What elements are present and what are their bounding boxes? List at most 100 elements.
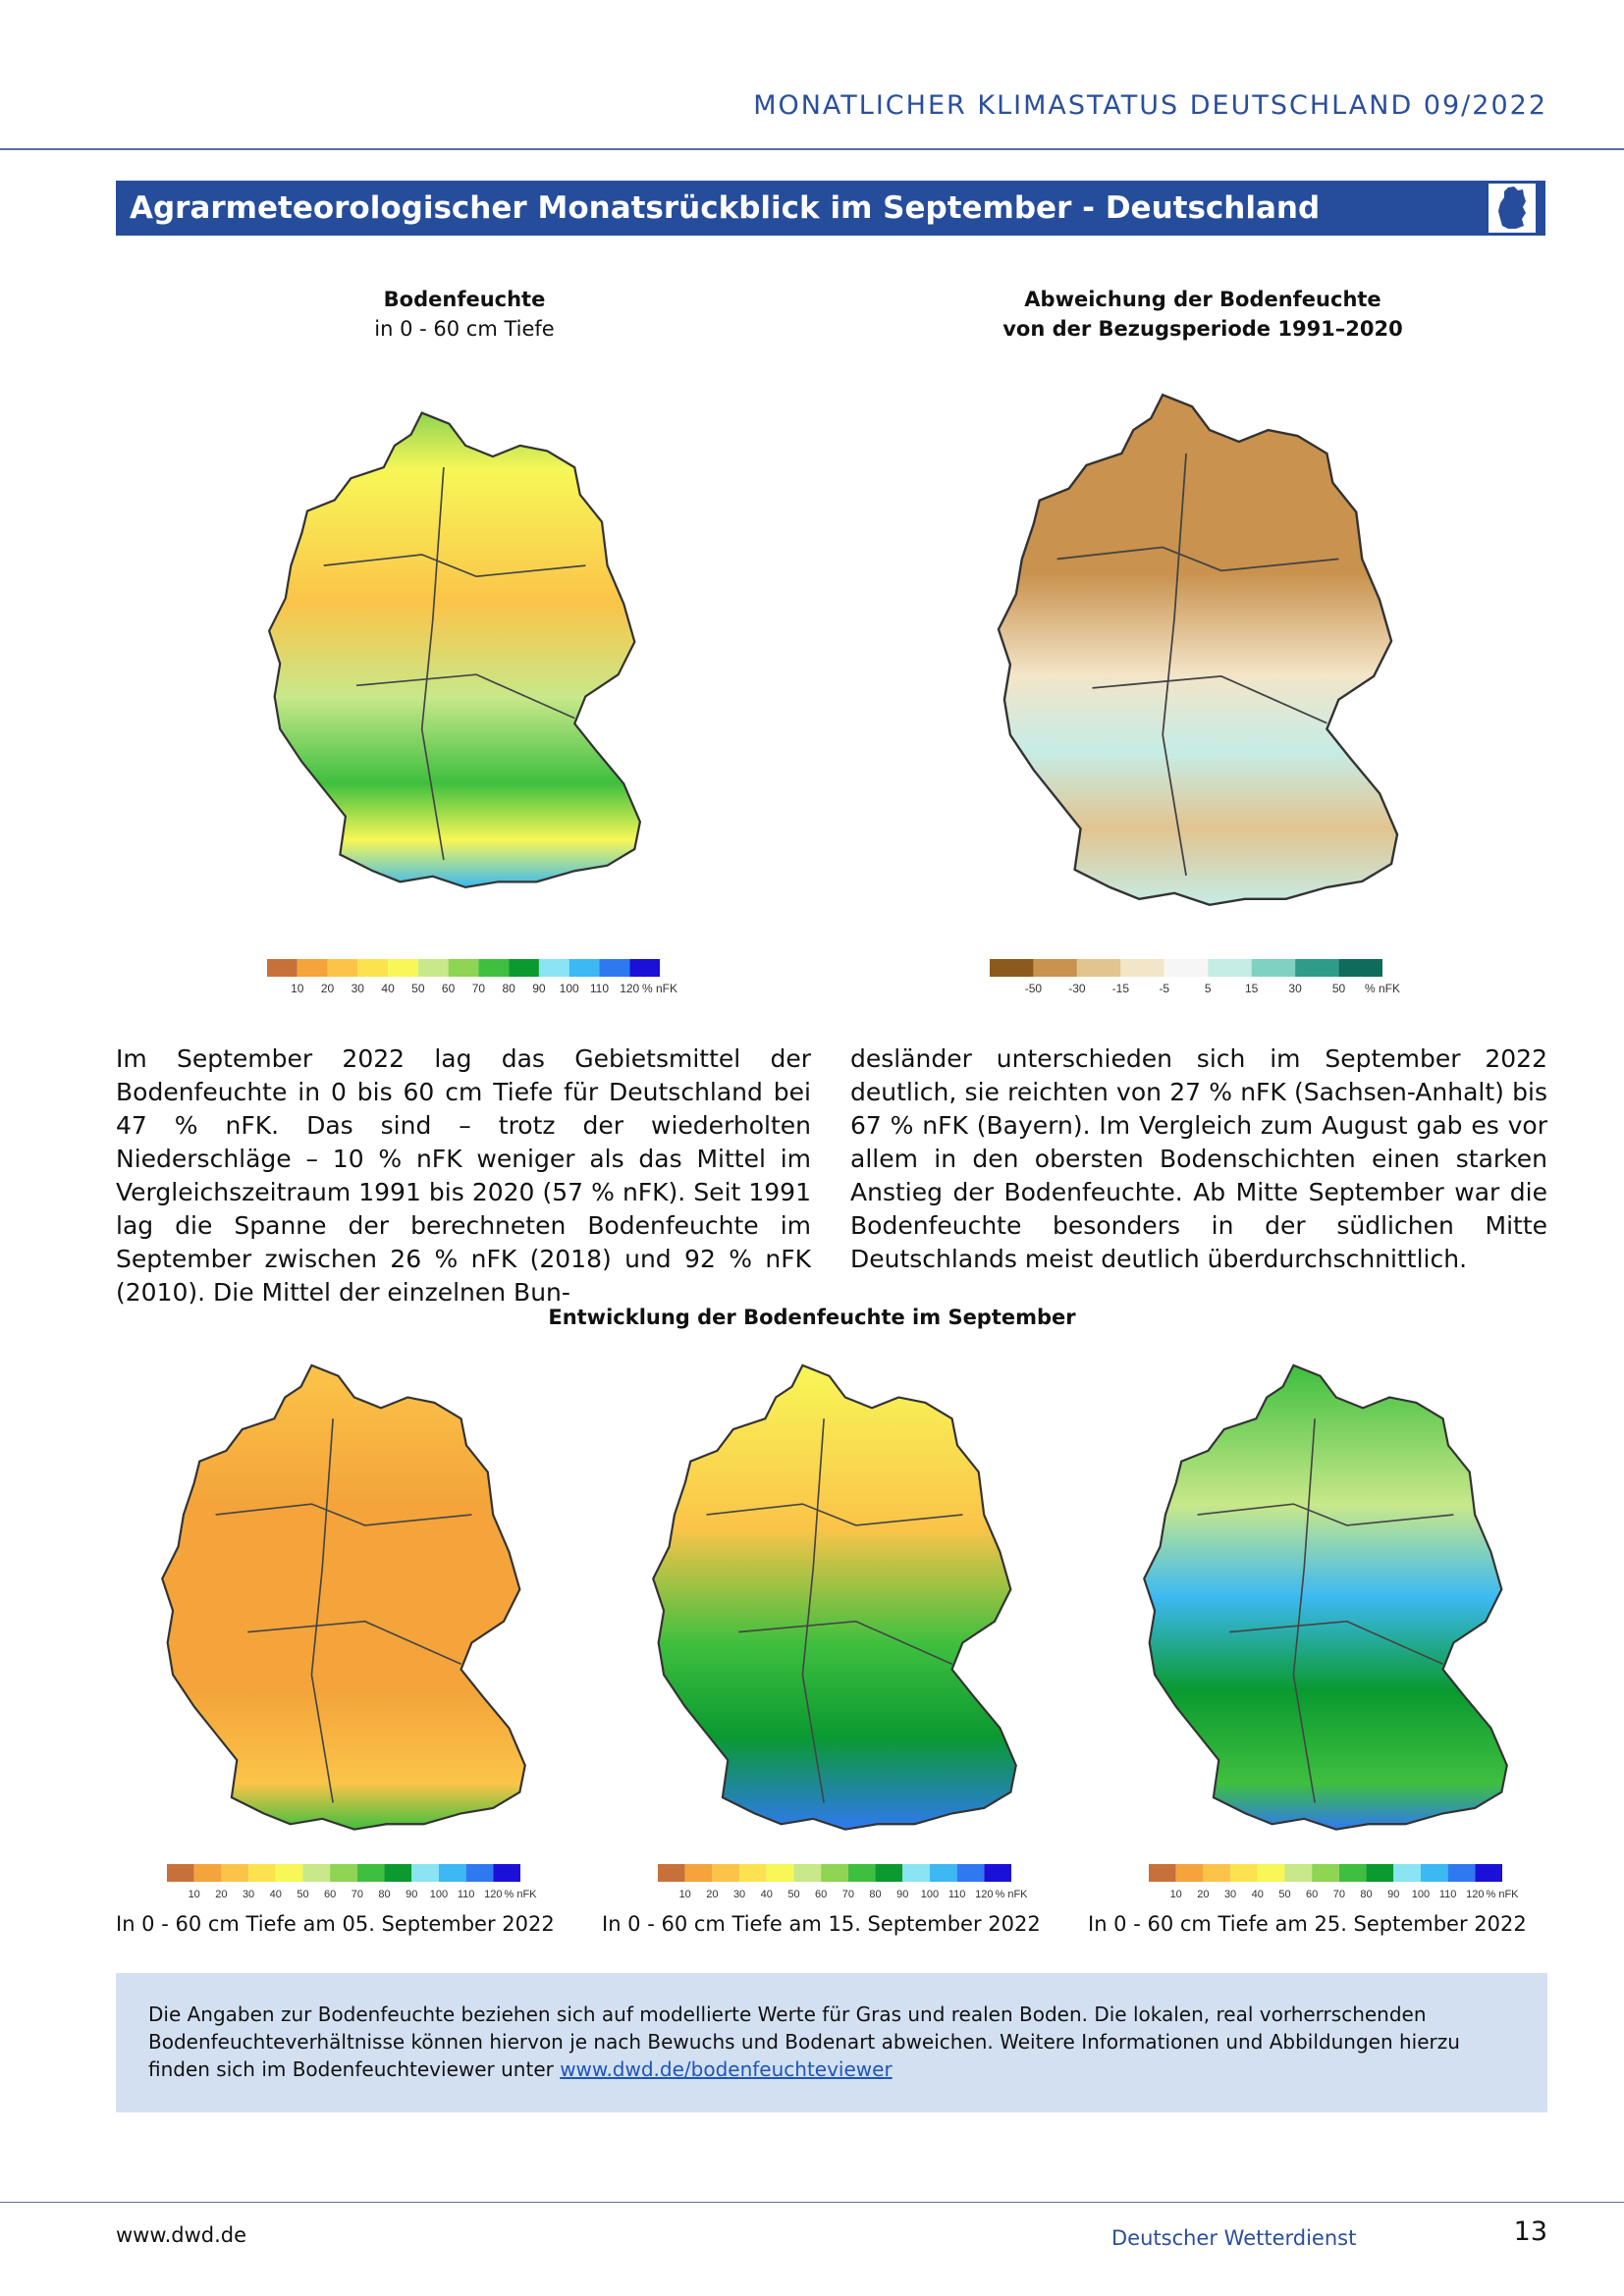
- legend-label: -5: [1159, 982, 1169, 995]
- legend-label: 10: [1170, 1889, 1182, 1900]
- legend-swatch: [1076, 959, 1121, 977]
- footer-url[interactable]: www.dwd.de: [116, 2223, 247, 2247]
- legend-label: 40: [270, 1889, 282, 1900]
- legend-swatch: [793, 1864, 822, 1882]
- legend-label: 70: [472, 982, 486, 995]
- legend-swatch: [1251, 959, 1296, 977]
- legend-swatch: [167, 1864, 194, 1882]
- legend-label: 50: [1278, 1889, 1290, 1900]
- legend-label: 40: [381, 982, 395, 995]
- legend-label: 20: [706, 1889, 718, 1900]
- legend-swatch: [388, 959, 418, 977]
- caption-sep05: In 0 - 60 cm Tiefe am 05. September 2022: [116, 1912, 555, 1936]
- legend-swatch: [956, 1864, 985, 1882]
- legend-label: -50: [1025, 982, 1043, 995]
- legend-swatch: [384, 1864, 412, 1882]
- legend-swatch: [658, 1864, 685, 1882]
- legend-label: 15: [1245, 982, 1259, 995]
- legend-label: 80: [502, 982, 515, 995]
- legend-swatch: [221, 1864, 249, 1882]
- legend-label: 80: [869, 1889, 881, 1900]
- legend-label: -15: [1112, 982, 1130, 995]
- map2-title-block: Abweichung der Bodenfeuchte von der Bezu…: [987, 285, 1419, 344]
- legend-swatch: [847, 1864, 876, 1882]
- legend-swatch: [821, 1864, 848, 1882]
- legend-absolute: 10 20 30 40 50 60 70 80 90 100 110 120% nFK: [267, 959, 677, 995]
- legend-label: 50: [1332, 982, 1346, 995]
- germany-map-icon: [1489, 184, 1536, 233]
- legend-swatch: [1366, 1864, 1394, 1882]
- legend-label: 10: [189, 1889, 200, 1900]
- legend-label: 40: [761, 1889, 773, 1900]
- legend-label: -30: [1068, 982, 1086, 995]
- legend-label: 90: [406, 1889, 417, 1900]
- legend-swatch: [712, 1864, 740, 1882]
- legend-swatch: [267, 959, 298, 977]
- legend-swatch: [684, 1864, 713, 1882]
- legend-swatch: [1149, 1864, 1176, 1882]
- legend-swatch: [599, 959, 630, 977]
- legend-swatch: [538, 959, 569, 977]
- map2-title: Abweichung der Bodenfeuchte: [1024, 288, 1381, 311]
- legend-label: 120: [1466, 1889, 1484, 1900]
- legend-label: 5: [1205, 982, 1212, 995]
- section-header: Agrarmeteorologischer Monatsrückblick im…: [116, 181, 1545, 236]
- legend-label: 20: [215, 1889, 227, 1900]
- legend-label: 110: [590, 982, 609, 995]
- legend-label: 110: [1439, 1889, 1457, 1900]
- body-text-col1: Im September 2022 lag das Gebietsmittel …: [116, 1044, 811, 1307]
- legend-label: 70: [1333, 1889, 1345, 1900]
- legend-label: % nFK: [642, 982, 677, 995]
- legend-swatch: [1284, 1864, 1313, 1882]
- body-text-col2: desländer unterschieden sich im Septembe…: [850, 1044, 1547, 1273]
- legend-label: 60: [1306, 1889, 1318, 1900]
- legend-swatch: [990, 959, 1034, 977]
- legend-swatch: [438, 1864, 466, 1882]
- info-body: Die Angaben zur Bodenfeuchte beziehen si…: [148, 2002, 1460, 2081]
- map1-subtitle: in 0 - 60 cm Tiefe: [374, 317, 555, 341]
- legend-swatch: [929, 1864, 957, 1882]
- legend-label: 120: [620, 982, 639, 995]
- legend-label: 60: [815, 1889, 827, 1900]
- legend-swatch: [1338, 959, 1382, 977]
- legend-swatch: [493, 1864, 520, 1882]
- legend-swatch: [875, 1864, 903, 1882]
- legend-label: 110: [458, 1889, 475, 1900]
- legend-label: 40: [1252, 1889, 1264, 1900]
- legend-swatch: [902, 1864, 930, 1882]
- caption-sep25: In 0 - 60 cm Tiefe am 25. September 2022: [1088, 1912, 1527, 1936]
- header-title: MONATLICHER KLIMASTATUS DEUTSCHLAND 09/2…: [753, 90, 1547, 121]
- legend-swatch: [984, 1864, 1011, 1882]
- info-text: Die Angaben zur Bodenfeuchte beziehen si…: [148, 2001, 1523, 2083]
- legend-label: 60: [442, 982, 456, 995]
- soil-moisture-map-sep25: [1143, 1363, 1508, 1831]
- legend-label: 30: [1288, 982, 1302, 995]
- soil-moisture-map: [268, 411, 642, 889]
- legend-label: % nFK: [504, 1889, 537, 1900]
- legend-swatch: [1338, 1864, 1367, 1882]
- development-title: Entwicklung der Bodenfeuchte im Septembe…: [548, 1306, 1076, 1329]
- legend-label: 50: [411, 982, 425, 995]
- legend-swatch: [302, 1864, 331, 1882]
- legend-swatch: [1033, 959, 1077, 977]
- legend-label: 60: [324, 1889, 336, 1900]
- legend-label: % nFK: [1486, 1889, 1519, 1900]
- legend-swatch: [297, 959, 328, 977]
- section-title: Agrarmeteorologischer Monatsrückblick im…: [130, 190, 1321, 226]
- legend-swatch: [509, 959, 539, 977]
- legend-label: 70: [842, 1889, 854, 1900]
- map1-title-block: Bodenfeuchte in 0 - 60 cm Tiefe: [268, 285, 661, 344]
- map2-subtitle: von der Bezugsperiode 1991–2020: [1002, 317, 1403, 341]
- legend-swatch: [356, 1864, 385, 1882]
- legend-swatch: [275, 1864, 303, 1882]
- legend-label: 50: [297, 1889, 308, 1900]
- legend-label: 100: [430, 1889, 448, 1900]
- legend-label: 110: [948, 1889, 966, 1900]
- bodenfeuchteviewer-link[interactable]: www.dwd.de/bodenfeuchteviewer: [560, 2057, 893, 2081]
- legend-label: 90: [896, 1889, 908, 1900]
- legend-swatch: [1203, 1864, 1231, 1882]
- legend-swatch: [193, 1864, 222, 1882]
- legend-label: 100: [921, 1889, 939, 1900]
- legend-swatch: [1164, 959, 1209, 977]
- legend-swatch: [1295, 959, 1339, 977]
